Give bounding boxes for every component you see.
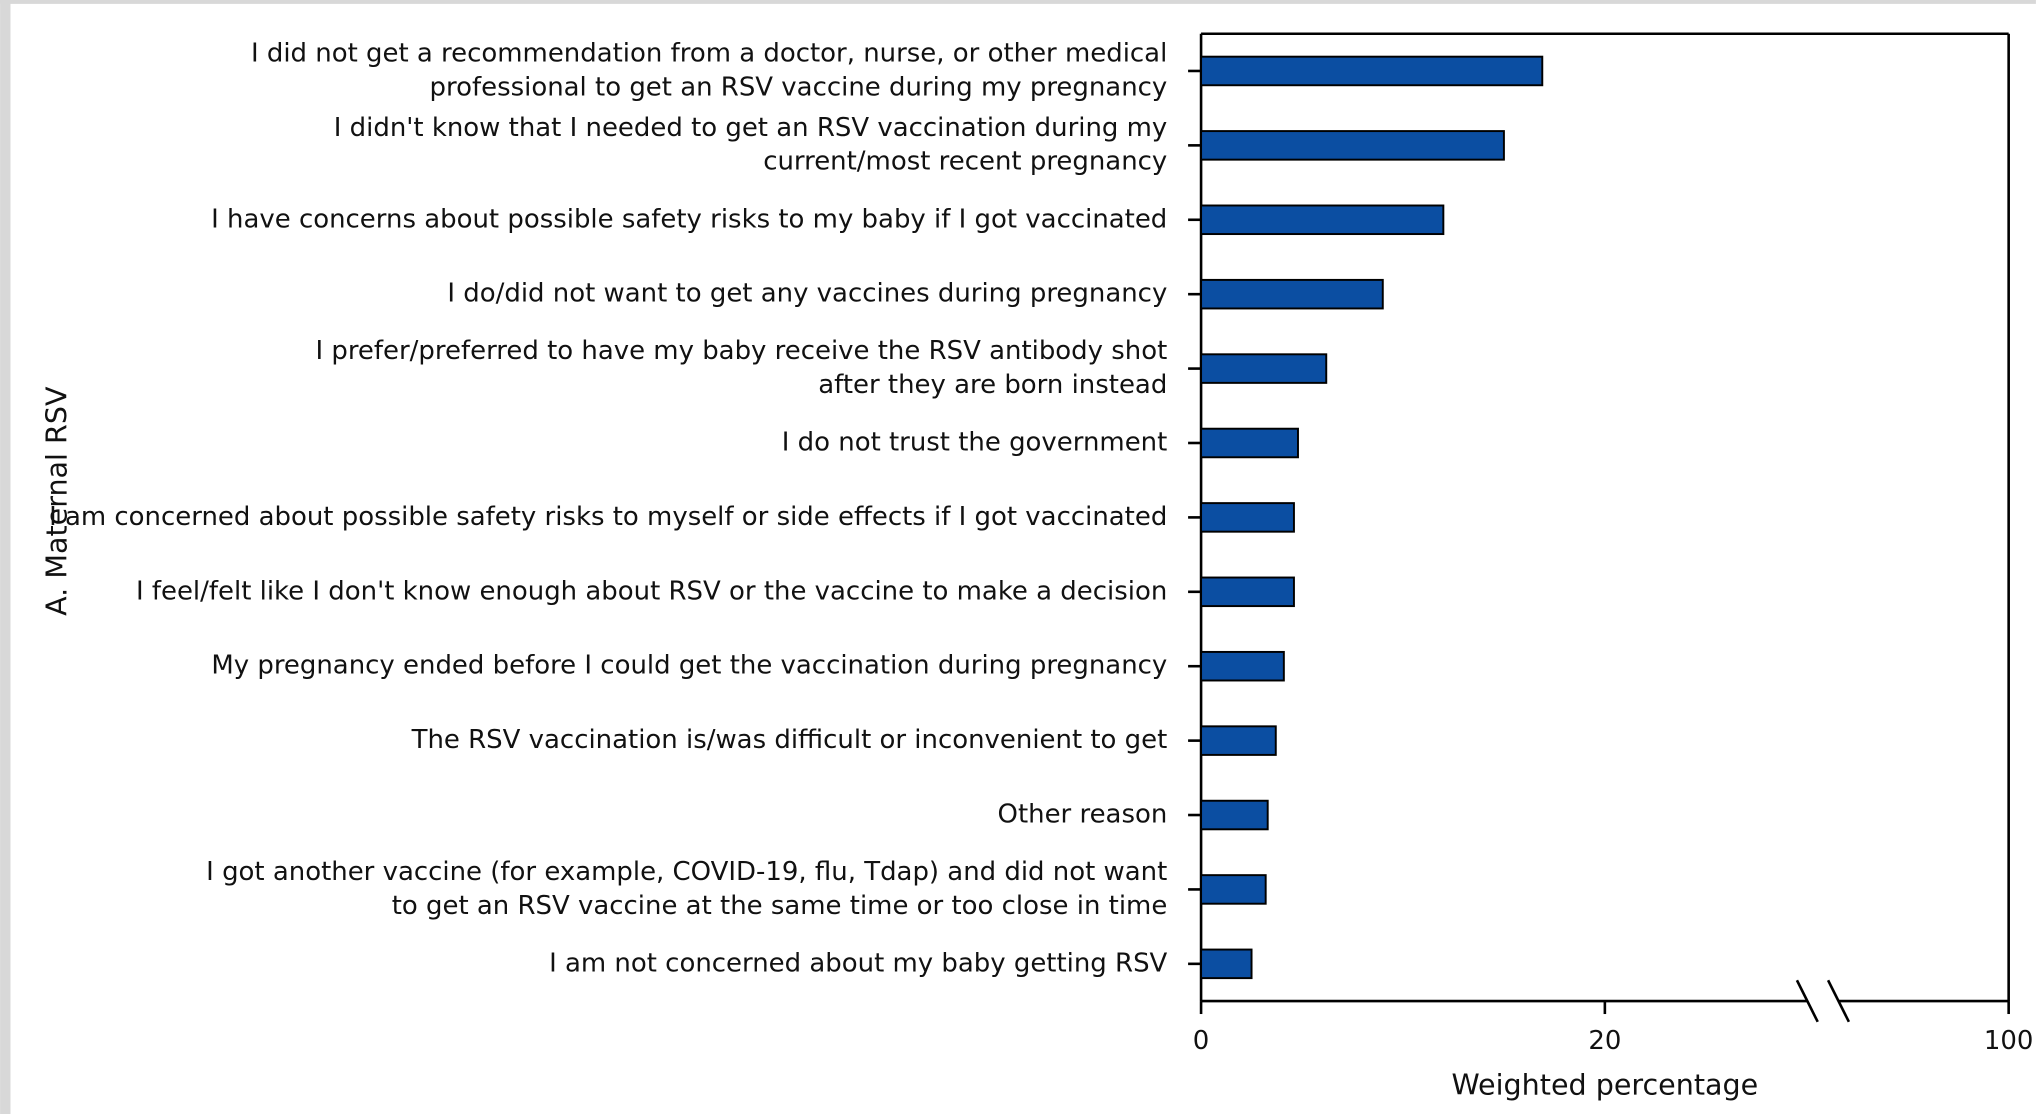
axis-break: [1826, 979, 1851, 1023]
frame-edge: [0, 0, 2036, 4]
y-tick-label: I prefer/preferred to have my baby recei…: [315, 336, 1167, 366]
x-axis-label: Weighted percentage: [1451, 1068, 1758, 1102]
y-tick-label: Other reason: [998, 800, 1168, 830]
bar: [1200, 55, 1544, 87]
bar: [1200, 874, 1267, 905]
y-tick-label: I feel/felt like I don't know enough abo…: [136, 576, 1167, 606]
y-tick-label: I did not get a recommendation from a do…: [251, 39, 1167, 69]
bar: [1200, 725, 1277, 756]
bar: [1200, 427, 1299, 459]
y-tick-label: I do/did not want to get any vaccines du…: [447, 279, 1167, 309]
y-tick-label: current/most recent pregnancy: [763, 147, 1167, 177]
bar: [1200, 502, 1295, 533]
y-tick-label: professional to get an RSV vaccine durin…: [430, 72, 1168, 102]
y-tick-label: I have concerns about possible safety ri…: [211, 204, 1167, 234]
y-tick-label: My pregnancy ended before I could get th…: [211, 651, 1167, 681]
y-tick-label: I got another vaccine (for example, COVI…: [206, 857, 1167, 887]
y-tick-label: The RSV vaccination is/was difficult or …: [411, 725, 1168, 755]
y-axis-label: A. Maternal RSV: [40, 386, 74, 616]
y-tick-label: to get an RSV vaccine at the same time o…: [392, 891, 1168, 921]
axis-break: [1795, 979, 1819, 1023]
frame-edge: [0, 0, 11, 1114]
x-tick-label: 0: [1193, 1026, 1210, 1056]
bar: [1200, 130, 1505, 161]
bar: [1200, 353, 1328, 384]
bar: [1200, 650, 1285, 682]
y-tick-label: after they are born instead: [818, 370, 1167, 400]
x-tick-label: 20: [1588, 1026, 1621, 1056]
bar: [1200, 204, 1445, 236]
y-tick-label: I am not concerned about my baby getting…: [549, 948, 1167, 978]
bar: [1200, 576, 1295, 608]
bar: [1200, 948, 1253, 980]
y-tick-label: I do not trust the government: [782, 427, 1168, 457]
x-tick-label: 100: [1984, 1026, 2034, 1056]
y-tick-label: I didn't know that I needed to get an RS…: [334, 113, 1168, 143]
y-tick-label: I am concerned about possible safety ris…: [49, 502, 1167, 532]
bar: [1200, 799, 1269, 831]
bar: [1200, 278, 1384, 310]
